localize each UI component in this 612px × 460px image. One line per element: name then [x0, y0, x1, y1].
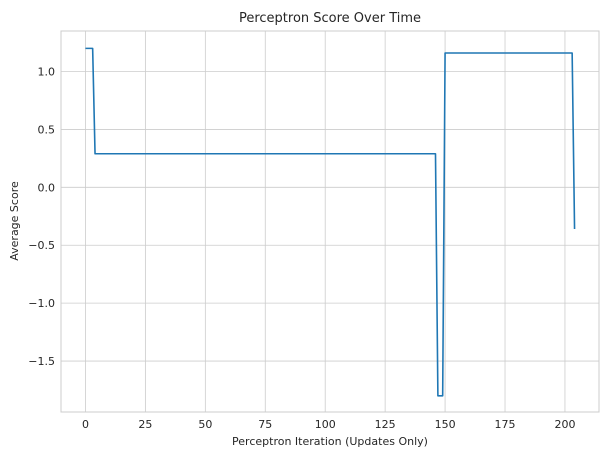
y-tick-label: −1.0: [28, 297, 55, 310]
grid: [61, 31, 599, 412]
x-tick-label: 125: [375, 418, 396, 431]
chart-title: Perceptron Score Over Time: [239, 11, 421, 26]
series-layer: [85, 47, 576, 397]
y-tick-label: 0.5: [38, 123, 56, 136]
x-tick-label: 150: [435, 418, 456, 431]
x-tick-label: 175: [495, 418, 516, 431]
y-tick-label: −1.5: [28, 355, 55, 368]
x-tick-label: 25: [138, 418, 152, 431]
x-tick-labels: 0 25 50 75 100 125 150 175 200: [82, 418, 576, 431]
y-tick-label: 1.0: [38, 66, 56, 79]
x-axis-label: Perceptron Iteration (Updates Only): [232, 435, 428, 448]
x-tick-label: 0: [82, 418, 89, 431]
x-tick-label: 50: [198, 418, 212, 431]
y-axis-label: Average Score: [8, 181, 21, 261]
plot-frame: [60, 30, 600, 413]
x-tick-label: 100: [315, 418, 336, 431]
x-tick-label: 75: [258, 418, 272, 431]
y-tick-labels: −1.5 −1.0 −0.5 0.0 0.5 1.0: [28, 66, 55, 369]
y-tick-label: −0.5: [28, 239, 55, 252]
series-line: [85, 47, 576, 397]
x-tick-label: 200: [554, 418, 575, 431]
y-tick-label: 0.0: [38, 181, 56, 194]
